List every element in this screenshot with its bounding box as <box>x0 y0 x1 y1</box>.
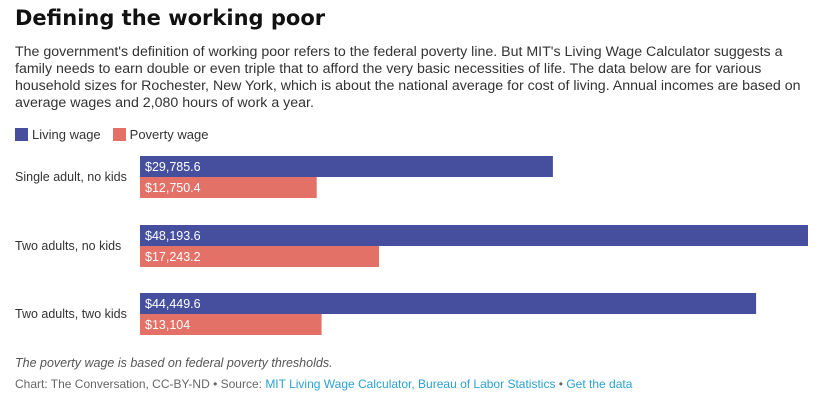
legend: Living wage Poverty wage <box>15 127 220 142</box>
value-label-poverty-wage-two-adults-no-kids: $17,243.2 <box>145 250 201 264</box>
chart-subtitle: The government's definition of working p… <box>15 44 801 111</box>
footer-credit: Chart: The Conversation, CC-BY-ND • Sour… <box>15 377 266 391</box>
bar-chart: Single adult, no kids $29,785.6 $12,750.4 T… <box>15 156 808 335</box>
bar-poverty-wage-two-adults-no-kids <box>140 246 379 267</box>
bar-poverty-wage-two-adults-two-kids <box>140 314 322 335</box>
chart-footer: Chart: The Conversation, CC-BY-ND • Sour… <box>15 377 632 391</box>
legend-item-poverty-wage: Poverty wage <box>112 127 209 142</box>
bar-living-wage-single-adult-no-kids <box>140 156 553 177</box>
legend-label-living-wage: Living wage <box>32 127 101 142</box>
source-link[interactable]: MIT Living Wage Calculator, Bureau of La… <box>265 377 556 391</box>
legend-swatch-living-wage <box>15 128 28 141</box>
bar-poverty-wage-single-adult-no-kids <box>140 177 317 198</box>
get-data-link[interactable]: Get the data <box>566 377 633 391</box>
footer-separator: • <box>555 377 567 391</box>
category-label-two-adults-two-kids: Two adults, two kids <box>15 307 127 321</box>
bar-living-wage-two-adults-two-kids <box>140 293 757 314</box>
value-label-living-wage-two-adults-no-kids: $48,193.6 <box>145 229 201 243</box>
value-label-living-wage-two-adults-two-kids: $44,449.6 <box>145 297 201 311</box>
value-label-poverty-wage-two-adults-two-kids: $13,104 <box>145 318 190 332</box>
chart-note: The poverty wage is based on federal pov… <box>15 356 333 370</box>
category-label-two-adults-no-kids: Two adults, no kids <box>15 239 121 253</box>
bar-living-wage-two-adults-no-kids <box>140 225 808 246</box>
chart-title: Defining the working poor <box>15 6 326 30</box>
category-label-single-adult-no-kids: Single adult, no kids <box>15 170 127 184</box>
legend-swatch-poverty-wage <box>112 128 126 141</box>
legend-label-poverty-wage: Poverty wage <box>129 127 209 142</box>
legend-item-living-wage: Living wage <box>15 127 101 142</box>
value-label-living-wage-single-adult-no-kids: $29,785.6 <box>145 160 201 174</box>
value-label-poverty-wage-single-adult-no-kids: $12,750.4 <box>145 181 201 195</box>
